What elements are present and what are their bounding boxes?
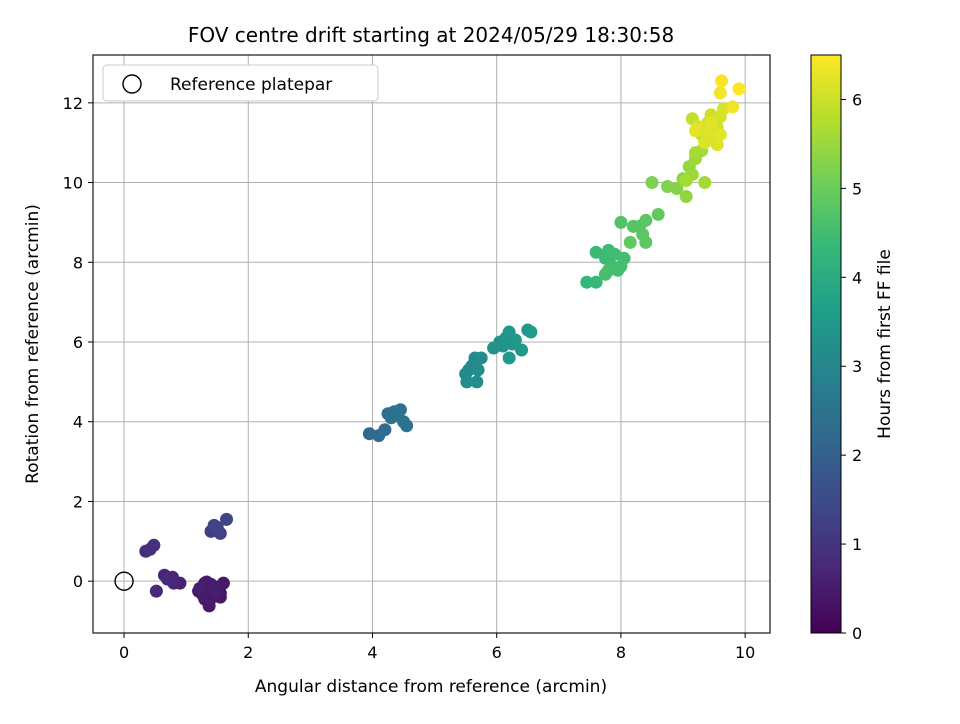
data-point [207,518,221,532]
reference-point-marker [114,571,134,591]
data-point [161,572,175,586]
data-point [515,343,529,357]
x-tick-label: 8 [616,643,626,662]
legend: Reference platepar [102,64,379,102]
data-points [139,74,746,613]
data-point [715,74,729,88]
colorbar-tick-label: 6 [852,90,862,109]
data-point [698,176,712,190]
colorbar-tick-label: 2 [852,446,862,465]
x-tick-label: 10 [735,643,755,662]
data-point [589,275,603,289]
data-point [701,128,715,142]
data-point [193,581,207,595]
legend-label: Reference platepar [170,75,332,95]
y-tick-label: 6 [73,333,83,352]
data-point [378,423,392,437]
colorbar-tick-label: 3 [852,357,862,376]
y-tick-label: 4 [73,413,83,432]
data-point [710,138,724,152]
colorbar-tick-label: 0 [852,624,862,643]
data-point [580,275,594,289]
grid-lines [93,55,770,633]
data-point [614,259,628,273]
data-point [713,86,727,100]
y-axis-ticks: 0 2 4 6 8 10 12 [63,94,93,591]
data-point [147,538,161,552]
data-point [688,124,702,138]
data-point [149,584,163,598]
data-point [713,128,727,142]
data-point [220,512,234,526]
colorbar-gradient [810,54,842,634]
data-point [614,215,628,229]
x-tick-label: 6 [492,643,502,662]
data-point [623,235,637,249]
data-point [524,325,538,339]
data-point [471,363,485,377]
data-point [216,576,230,590]
y-tick-label: 8 [73,253,83,272]
data-point [679,174,693,188]
data-point [732,82,746,96]
data-point [400,419,414,433]
x-tick-label: 0 [119,643,129,662]
data-point [204,577,218,591]
y-tick-label: 2 [73,492,83,511]
colorbar-tick-label: 1 [852,535,862,554]
y-axis-label: Rotation from reference (arcmin) [23,204,43,484]
data-point [589,245,603,259]
data-point [393,403,407,417]
data-point [726,100,740,114]
x-axis-label: Angular distance from reference (arcmin) [255,677,607,697]
data-point [470,375,484,389]
legend-reference-marker [122,74,142,94]
data-point [688,146,702,160]
data-point [508,333,522,347]
colorbar: 0 1 2 3 4 5 6 Hours from first FF file [810,54,895,643]
colorbar-label: Hours from first FF file [875,249,895,439]
colorbar-tick-label: 5 [852,179,862,198]
data-point [679,190,693,204]
data-point [639,213,653,227]
data-point [502,351,516,365]
colorbar-tick-label: 4 [852,268,862,287]
y-tick-label: 12 [63,94,83,113]
data-point [202,599,216,613]
data-point [645,176,659,190]
data-point [651,207,665,221]
legend-box [102,64,379,102]
y-tick-label: 10 [63,174,83,193]
data-point [602,263,616,277]
y-tick-label: 0 [73,572,83,591]
data-point [704,116,718,130]
x-tick-label: 2 [243,643,253,662]
data-point [460,375,474,389]
x-axis-ticks: 0 2 4 6 8 10 [119,633,755,662]
x-tick-label: 4 [367,643,377,662]
data-point [639,235,653,249]
data-point [670,182,684,196]
plot-frame [92,54,771,634]
chart-title: FOV centre drift starting at 2024/05/29 … [188,23,674,47]
data-point [474,351,488,365]
colorbar-ticks: 0 1 2 3 4 5 6 [841,90,862,643]
